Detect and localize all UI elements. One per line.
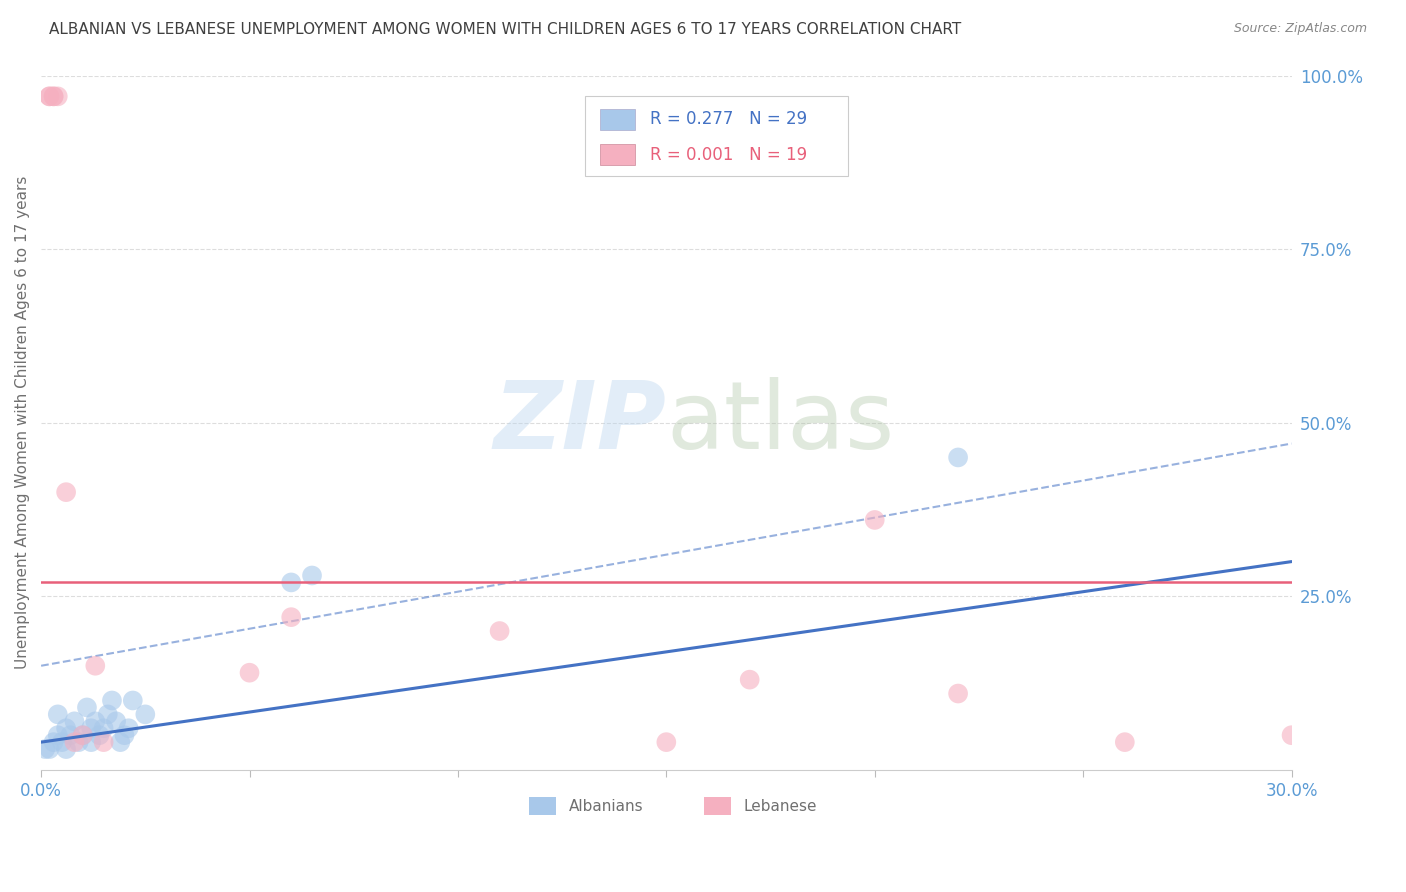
Point — [59, 728, 82, 742]
Point — [38, 742, 60, 756]
Point — [72, 728, 94, 742]
Point — [114, 728, 136, 742]
Point — [101, 693, 124, 707]
FancyBboxPatch shape — [529, 797, 557, 815]
Point — [1281, 728, 1303, 742]
FancyBboxPatch shape — [704, 797, 731, 815]
Y-axis label: Unemployment Among Women with Children Ages 6 to 17 years: Unemployment Among Women with Children A… — [15, 176, 30, 669]
Text: ALBANIAN VS LEBANESE UNEMPLOYMENT AMONG WOMEN WITH CHILDREN AGES 6 TO 17 YEARS C: ALBANIAN VS LEBANESE UNEMPLOYMENT AMONG … — [49, 22, 962, 37]
Point — [80, 721, 103, 735]
Point — [946, 687, 969, 701]
Point — [38, 89, 60, 103]
Text: Albanians: Albanians — [569, 798, 644, 814]
FancyBboxPatch shape — [585, 96, 848, 177]
FancyBboxPatch shape — [600, 145, 636, 165]
Point — [946, 450, 969, 465]
Point — [55, 485, 77, 500]
Point — [55, 742, 77, 756]
FancyBboxPatch shape — [600, 109, 636, 129]
Point — [51, 735, 73, 749]
Point — [42, 89, 65, 103]
Point — [46, 728, 69, 742]
Point — [738, 673, 761, 687]
Text: ZIP: ZIP — [494, 376, 666, 468]
Point — [67, 735, 90, 749]
Point — [84, 714, 107, 729]
Point — [280, 610, 302, 624]
Point — [238, 665, 260, 680]
Point — [76, 700, 98, 714]
Point — [110, 735, 132, 749]
Point — [55, 721, 77, 735]
Point — [46, 707, 69, 722]
Point — [105, 714, 128, 729]
Point — [93, 735, 115, 749]
Point — [117, 721, 139, 735]
Text: R = 0.001   N = 19: R = 0.001 N = 19 — [650, 145, 807, 163]
Point — [863, 513, 886, 527]
Point — [72, 728, 94, 742]
Point — [488, 624, 510, 638]
Point — [93, 721, 115, 735]
Point — [280, 575, 302, 590]
Point — [63, 735, 86, 749]
Point — [38, 89, 60, 103]
Point — [84, 658, 107, 673]
Point — [134, 707, 156, 722]
Point — [63, 714, 86, 729]
Text: Source: ZipAtlas.com: Source: ZipAtlas.com — [1233, 22, 1367, 36]
Text: R = 0.277   N = 29: R = 0.277 N = 29 — [650, 111, 807, 128]
Point — [301, 568, 323, 582]
Point — [42, 735, 65, 749]
Point — [655, 735, 678, 749]
Text: atlas: atlas — [666, 376, 894, 468]
Point — [80, 735, 103, 749]
Point — [89, 728, 111, 742]
Point — [121, 693, 143, 707]
Point — [46, 89, 69, 103]
Point — [34, 742, 56, 756]
Point — [1114, 735, 1136, 749]
Text: Lebanese: Lebanese — [744, 798, 817, 814]
Point — [97, 707, 120, 722]
Point — [42, 89, 65, 103]
